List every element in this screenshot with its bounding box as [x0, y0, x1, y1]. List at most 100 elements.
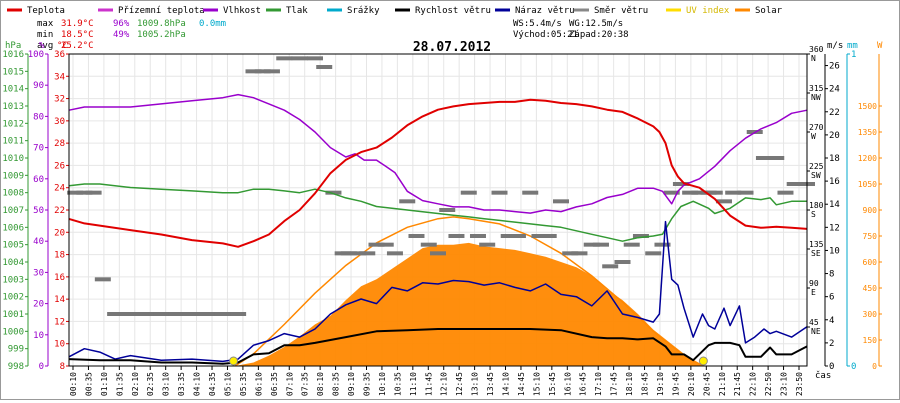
- press-tick-label: 1001: [2, 310, 24, 320]
- wind-dir-mark: [500, 234, 517, 238]
- dir-tick-deg: 180: [809, 201, 824, 210]
- x-tick-label: 13:45: [486, 372, 495, 396]
- wind-dir-mark: [408, 234, 425, 238]
- dir-tick-deg: 135: [809, 240, 824, 249]
- info-block: WS:5.4m/s WG:12.5m/s Východ:05:21 Západ:…: [513, 19, 629, 40]
- temp-tick-label: 18: [54, 251, 65, 261]
- solar-tick-label: 600: [863, 258, 878, 267]
- wind-dir-mark: [663, 190, 680, 195]
- wind-dir-mark: [76, 190, 93, 195]
- x-tick-label: 19:45: [671, 372, 680, 396]
- wind-dir-mark: [350, 251, 367, 256]
- hum-tick-label: 50: [33, 206, 44, 216]
- temp-tick-label: 12: [54, 317, 65, 327]
- wind-dir-mark: [691, 190, 708, 195]
- wind-dir-mark: [214, 312, 231, 316]
- x-tick-label: 21:45: [733, 372, 742, 396]
- rain-tick-label: 0: [851, 362, 856, 372]
- dir-tick-deg: 270: [809, 123, 824, 132]
- sunset-info: Západ:20:38: [569, 30, 629, 40]
- wind-dir-mark: [645, 251, 662, 256]
- wind-dir-mark: [325, 190, 342, 195]
- temp-tick-label: 32: [54, 95, 65, 105]
- min-press: 1005.2hPa: [137, 30, 186, 40]
- wind-dir-mark: [715, 199, 732, 204]
- wind-dir-mark: [359, 251, 376, 256]
- x-tick-label: 07:10: [285, 372, 294, 396]
- solar-unit: W: [877, 41, 883, 51]
- x-tick-label: 23:50: [795, 372, 804, 396]
- legend-label-ground: Přízemní teplota: [118, 6, 205, 16]
- wind-gust-line: [68, 220, 808, 363]
- x-tick-label: 01:10: [100, 372, 109, 396]
- wind-dir-mark: [430, 251, 446, 256]
- solar-max-curve: [234, 216, 704, 367]
- x-tick-label: 09:10: [347, 372, 356, 396]
- x-tick-label: 13:10: [471, 372, 480, 396]
- wind-dir-mark: [682, 190, 699, 195]
- x-tick-label: 08:10: [316, 372, 325, 396]
- wind-dir-mark: [399, 199, 416, 204]
- wind-dir-mark: [67, 190, 84, 195]
- wind-dir-mark: [614, 260, 631, 264]
- x-tick-label: 22:10: [749, 372, 758, 396]
- wind-speed-line: [68, 328, 808, 365]
- wind-dir-mark: [509, 234, 526, 238]
- dir-tick-deg: 360: [809, 45, 824, 54]
- x-tick-label: 15:45: [548, 372, 557, 396]
- dir-tick-name: NW: [811, 93, 821, 102]
- hum-tick-label: 30: [33, 268, 44, 278]
- x-tick-label: 10:10: [378, 372, 387, 396]
- wind-tick-label: 12: [829, 223, 840, 233]
- dir-tick-name: N: [811, 54, 816, 63]
- wind-dir-mark: [107, 312, 124, 316]
- wind-dir-mark: [592, 242, 609, 247]
- wind-dir-mark: [725, 190, 742, 195]
- x-tick-label: 09:35: [362, 372, 371, 396]
- x-tick-label: 17:10: [594, 372, 603, 396]
- wind-dir-mark: [469, 234, 486, 238]
- temp-tick-label: 26: [54, 161, 65, 171]
- hum-tick-label: 90: [33, 81, 44, 91]
- max-hum: 96%: [113, 19, 130, 29]
- wind-dir-mark: [230, 312, 247, 316]
- solar-tick-label: 150: [863, 336, 878, 345]
- press-tick-label: 998: [8, 362, 24, 372]
- hum-unit: %: [39, 41, 45, 51]
- solar-tick-label: 1350: [858, 128, 877, 137]
- hum-tick-label: 100: [28, 50, 44, 60]
- dir-tick-name: S: [811, 210, 816, 219]
- wind-dir-mark: [479, 242, 496, 247]
- wind-dir-mark: [291, 56, 308, 61]
- pressure-line: [68, 183, 807, 242]
- wind-tick-label: 20: [829, 131, 840, 141]
- wind-dir-mark: [602, 264, 619, 269]
- hum-tick-label: 0: [39, 362, 44, 372]
- x-tick-label: 07:35: [301, 372, 310, 396]
- avg-temp: 25.2°C: [61, 41, 94, 51]
- temp-tick-label: 16: [54, 273, 65, 283]
- wind-tick-label: 8: [829, 270, 834, 280]
- rain-total: 0.0mm: [199, 19, 226, 29]
- x-tick-label: 20:45: [702, 372, 711, 396]
- wind-dir-mark: [245, 69, 262, 74]
- dir-tick-deg: 90: [809, 279, 819, 288]
- temp-tick-label: 36: [54, 50, 65, 60]
- dir-tick-deg: 45: [809, 318, 819, 327]
- rain-tick-label: 1: [851, 50, 856, 60]
- wind-gust-info: WG:12.5m/s: [569, 19, 623, 29]
- legend-label-rain: Srážky: [347, 6, 380, 16]
- wind-dir-mark: [439, 208, 456, 212]
- wind-dir-mark: [460, 190, 477, 195]
- wind-dir-mark: [184, 312, 200, 316]
- dir-tick-deg: 225: [809, 162, 824, 171]
- legend-label-solar: Solar: [755, 6, 783, 16]
- dir-tick-name: SE: [811, 249, 821, 258]
- wind-dir-mark: [94, 277, 111, 282]
- x-tick-label: 00:35: [84, 372, 93, 396]
- wind-dir-mark: [386, 251, 403, 256]
- wind-dir-mark: [137, 312, 154, 316]
- min-label: min: [37, 30, 53, 40]
- wind-tick-label: 0: [829, 362, 834, 372]
